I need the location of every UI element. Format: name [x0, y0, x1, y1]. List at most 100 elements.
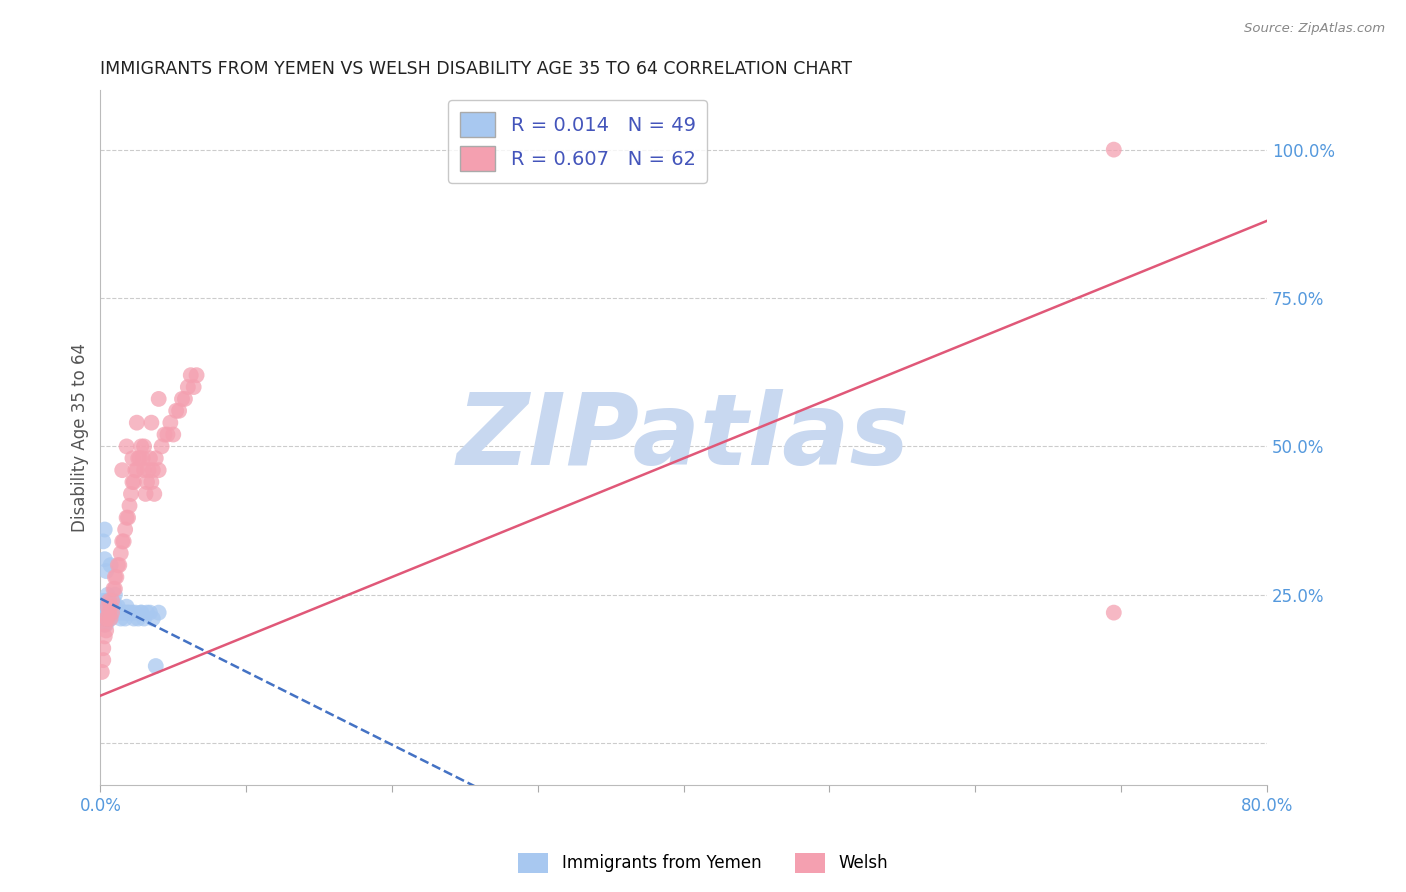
Point [96, 606, 118, 620]
Point [97, 599, 120, 614]
Point [107, 599, 129, 614]
Point [111, 606, 134, 620]
Point [100, 599, 122, 614]
Point [100, 606, 122, 620]
Point [104, 582, 127, 596]
Point [107, 606, 129, 620]
Point [93, 599, 115, 614]
Point [104, 570, 127, 584]
Point [93, 629, 115, 643]
Point [114, 611, 136, 625]
Point [98, 606, 121, 620]
Point [91, 617, 114, 632]
Point [107, 558, 129, 573]
Point [93, 617, 115, 632]
Point [93, 611, 115, 625]
Point [96, 593, 118, 607]
Point [101, 606, 124, 620]
Point [145, 451, 167, 466]
Point [121, 451, 143, 466]
Point [91, 593, 114, 607]
Point [98, 611, 121, 625]
Point [138, 463, 160, 477]
Point [110, 611, 132, 625]
Point [136, 475, 159, 489]
Point [104, 588, 127, 602]
Point [96, 624, 118, 638]
Point [125, 463, 148, 477]
Point [124, 463, 146, 477]
Point [145, 659, 167, 673]
Point [1102, 606, 1125, 620]
Y-axis label: Disability Age 35 to 64: Disability Age 35 to 64 [72, 343, 89, 532]
Text: Source: ZipAtlas.com: Source: ZipAtlas.com [1244, 22, 1385, 36]
Point [101, 593, 124, 607]
Point [186, 368, 208, 383]
Point [129, 606, 152, 620]
Point [153, 427, 176, 442]
Point [97, 599, 120, 614]
Point [129, 439, 152, 453]
Point [159, 416, 181, 430]
Point [150, 439, 173, 453]
Point [183, 380, 205, 394]
Point [121, 475, 143, 489]
Point [139, 606, 162, 620]
Point [91, 534, 114, 549]
Point [100, 611, 122, 625]
Point [117, 510, 139, 524]
Point [91, 641, 114, 656]
Point [127, 451, 149, 466]
Point [141, 475, 163, 489]
Point [127, 611, 149, 625]
Point [132, 439, 155, 453]
Point [143, 487, 166, 501]
Point [115, 599, 138, 614]
Point [117, 606, 139, 620]
Point [118, 606, 141, 620]
Point [91, 653, 114, 667]
Point [148, 392, 170, 406]
Point [103, 606, 125, 620]
Point [100, 558, 122, 573]
Legend: R = 0.014   N = 49, R = 0.607   N = 62: R = 0.014 N = 49, R = 0.607 N = 62 [449, 100, 707, 183]
Point [132, 611, 155, 625]
Point [111, 534, 134, 549]
Point [93, 552, 115, 566]
Point [112, 534, 135, 549]
Point [105, 570, 128, 584]
Point [125, 416, 148, 430]
Point [122, 475, 145, 489]
Point [112, 606, 135, 620]
Point [93, 523, 115, 537]
Point [103, 593, 125, 607]
Point [97, 611, 120, 625]
Point [108, 606, 131, 620]
Point [115, 606, 138, 620]
Point [148, 463, 170, 477]
Point [1102, 143, 1125, 157]
Point [104, 599, 127, 614]
Point [115, 510, 138, 524]
Point [156, 427, 179, 442]
Point [90, 665, 112, 679]
Point [122, 611, 145, 625]
Point [124, 606, 146, 620]
Point [114, 523, 136, 537]
Point [142, 611, 165, 625]
Point [100, 611, 122, 625]
Point [129, 606, 152, 620]
Point [120, 487, 142, 501]
Point [96, 611, 118, 625]
Point [148, 606, 170, 620]
Point [132, 463, 155, 477]
Point [139, 451, 162, 466]
Point [115, 439, 138, 453]
Point [98, 606, 121, 620]
Text: ZIPatlas: ZIPatlas [457, 389, 910, 486]
Point [93, 617, 115, 632]
Point [167, 404, 190, 418]
Point [90, 606, 112, 620]
Point [135, 487, 157, 501]
Point [101, 599, 124, 614]
